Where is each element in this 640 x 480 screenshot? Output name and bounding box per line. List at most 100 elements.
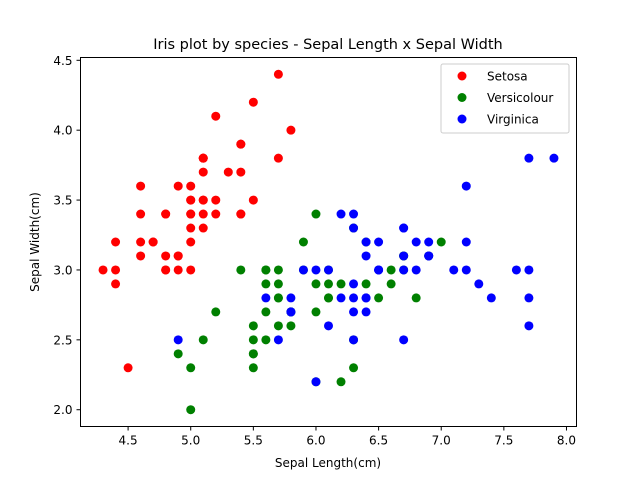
- data-point-setosa: [186, 237, 196, 247]
- data-point-virginica: [524, 321, 534, 331]
- data-point-versicolour: [211, 307, 221, 317]
- x-tick-label: 8.0: [557, 434, 576, 448]
- y-axis-label: Sepal Width(cm): [28, 192, 42, 292]
- plot-frame: [80, 57, 577, 427]
- legend-marker-versicolour: [457, 93, 467, 102]
- data-point-setosa: [186, 223, 196, 233]
- data-point-versicolour: [324, 279, 333, 289]
- data-point-virginica: [399, 223, 409, 233]
- data-point-virginica: [324, 321, 333, 331]
- x-tick-label: 6.5: [369, 434, 388, 448]
- data-point-setosa: [186, 265, 196, 275]
- legend-marker-virginica: [457, 114, 467, 124]
- data-point-virginica: [374, 237, 384, 247]
- x-tick-label: 7.0: [432, 434, 451, 448]
- data-point-virginica: [311, 265, 321, 275]
- axes-layer: 4.5 5.0 5.5 6.0 6.5 7.0 7.5 8.0 2.0 2.5 3.0 3.5 4.0 4…: [53, 54, 576, 448]
- legend-label-setosa: Setosa: [487, 70, 528, 84]
- data-point-virginica: [349, 223, 359, 233]
- points-layer: [98, 69, 559, 415]
- data-point-versicolour: [273, 321, 283, 331]
- data-point-setosa: [136, 209, 146, 219]
- legend-frame: [440, 63, 570, 134]
- data-point-versicolour: [286, 321, 296, 331]
- data-point-versicolour: [336, 377, 346, 387]
- data-point-versicolour: [248, 363, 258, 373]
- data-point-versicolour: [261, 335, 271, 345]
- x-tick-label: 4.5: [119, 434, 138, 448]
- data-point-versicolour: [324, 293, 333, 303]
- data-point-virginica: [424, 251, 434, 261]
- data-point-setosa: [273, 69, 283, 79]
- data-point-versicolour: [273, 293, 283, 303]
- data-point-virginica: [324, 265, 333, 275]
- data-point-virginica: [349, 293, 359, 303]
- data-point-virginica: [486, 293, 496, 303]
- data-point-setosa: [286, 125, 296, 135]
- data-point-versicolour: [436, 237, 446, 247]
- data-point-versicolour: [336, 279, 346, 289]
- data-point-virginica: [511, 265, 521, 275]
- data-point-virginica: [411, 265, 421, 275]
- y-tick-label: 2.5: [53, 333, 72, 347]
- data-point-setosa: [136, 251, 146, 261]
- data-point-virginica: [361, 293, 371, 303]
- data-point-setosa: [273, 153, 283, 163]
- x-tick-label: 5.0: [181, 434, 200, 448]
- data-point-setosa: [161, 251, 171, 261]
- data-point-virginica: [399, 251, 409, 261]
- data-point-virginica: [361, 251, 371, 261]
- data-point-setosa: [161, 265, 171, 275]
- data-point-virginica: [374, 265, 384, 275]
- data-point-setosa: [236, 139, 246, 149]
- data-point-setosa: [186, 181, 196, 191]
- y-tick-label: 4.0: [53, 124, 72, 138]
- chart-title: Iris plot by species - Sepal Length x Se…: [153, 37, 502, 53]
- data-point-versicolour: [261, 307, 271, 317]
- data-point-setosa: [173, 251, 183, 261]
- data-point-setosa: [248, 195, 258, 205]
- data-point-setosa: [123, 363, 133, 373]
- data-point-virginica: [424, 237, 434, 247]
- data-point-virginica: [524, 293, 534, 303]
- data-point-virginica: [298, 265, 308, 275]
- data-point-versicolour: [248, 349, 258, 359]
- data-point-virginica: [336, 209, 346, 219]
- data-point-versicolour: [311, 307, 321, 317]
- data-point-versicolour: [386, 265, 396, 275]
- data-point-versicolour: [248, 335, 258, 345]
- data-point-virginica: [273, 335, 283, 345]
- data-point-virginica: [349, 209, 359, 219]
- data-point-setosa: [111, 279, 121, 289]
- data-point-setosa: [198, 167, 208, 177]
- data-point-virginica: [399, 335, 409, 345]
- legend-label-virginica: Virginica: [487, 113, 539, 127]
- y-tick-label: 4.5: [53, 54, 72, 68]
- data-point-virginica: [474, 279, 484, 289]
- data-point-versicolour: [261, 265, 271, 275]
- data-point-virginica: [261, 293, 271, 303]
- data-point-versicolour: [273, 265, 283, 275]
- data-point-setosa: [186, 195, 196, 205]
- data-point-virginica: [449, 265, 459, 275]
- data-point-virginica: [461, 181, 471, 191]
- x-tick-label: 7.5: [494, 434, 513, 448]
- data-point-virginica: [173, 335, 183, 345]
- data-point-setosa: [173, 265, 183, 275]
- legend-marker-setosa: [457, 71, 467, 81]
- data-point-setosa: [186, 209, 196, 219]
- data-point-setosa: [236, 167, 246, 177]
- data-point-setosa: [161, 209, 171, 219]
- data-point-versicolour: [198, 335, 208, 345]
- y-tick-label: 3.0: [53, 263, 72, 277]
- data-point-setosa: [198, 209, 208, 219]
- data-point-versicolour: [273, 279, 283, 289]
- data-point-setosa: [198, 223, 208, 233]
- legend: Setosa Versicolour Virginica: [440, 63, 570, 134]
- data-point-virginica: [461, 265, 471, 275]
- data-point-setosa: [111, 265, 121, 275]
- x-tick-label: 6.0: [306, 434, 325, 448]
- data-point-virginica: [349, 279, 359, 289]
- data-point-versicolour: [361, 279, 371, 289]
- data-point-versicolour: [173, 349, 183, 359]
